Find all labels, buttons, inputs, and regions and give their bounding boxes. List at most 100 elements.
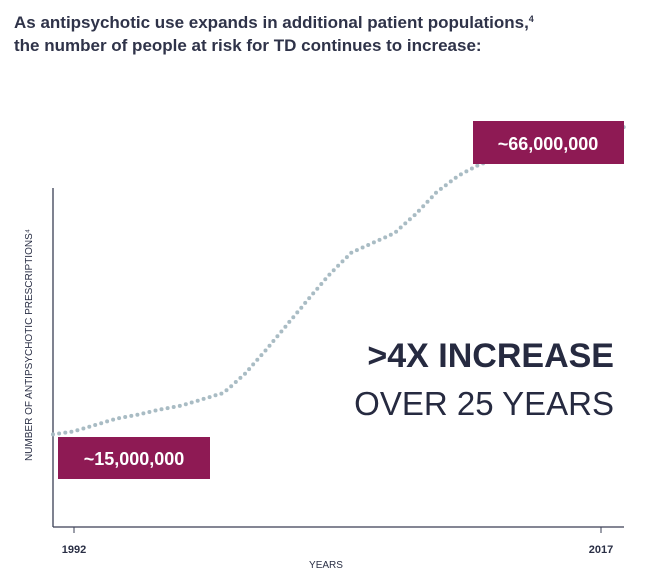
line-dot (291, 315, 296, 320)
line-dot (51, 432, 55, 437)
line-dot (135, 412, 140, 417)
y-axis-title: NUMBER OF ANTIPSYCHOTIC PRESCRIPTIONS⁴ (24, 229, 35, 461)
line-dot (416, 208, 421, 213)
line-dot (377, 237, 382, 242)
line-dot (360, 245, 365, 250)
line-dot (183, 402, 188, 407)
line-dot (412, 213, 417, 218)
line-dot (349, 250, 354, 255)
line-dot (340, 259, 345, 264)
callout-start: ~15,000,000 (58, 437, 210, 479)
callout-start-label: ~15,000,000 (84, 449, 185, 469)
x-axis-title: YEARS (309, 560, 343, 571)
callout-start-box (58, 437, 210, 479)
line-dot (453, 175, 458, 180)
line-dot (388, 232, 393, 237)
heading-footnote-marker: 4 (528, 14, 534, 24)
line-dot (251, 362, 256, 367)
line-dot (213, 393, 218, 398)
line-dot (303, 300, 308, 305)
line-dot (129, 413, 134, 418)
annotation-years: OVER 25 YEARS (354, 385, 614, 422)
line-dot (331, 268, 336, 273)
x-tick-label-1992: 1992 (62, 544, 86, 556)
chart-heading: As antipsychotic use expands in addition… (14, 8, 634, 57)
line-dot (327, 272, 332, 277)
line-dot (311, 291, 316, 296)
line-dot (75, 428, 80, 433)
callout-end: ~66,000,000 (473, 121, 624, 164)
line-dot (201, 396, 206, 401)
line-dot (57, 431, 62, 436)
line-dot (177, 403, 182, 408)
line-dot (421, 204, 426, 209)
line-dot (398, 225, 403, 230)
line-dot (189, 400, 194, 405)
line-dot (267, 343, 272, 348)
line-dot (443, 183, 448, 188)
line-dot (195, 398, 200, 403)
line-dot (336, 263, 341, 268)
line-dot (117, 416, 122, 421)
line-dot (403, 221, 408, 226)
line-dot (425, 199, 430, 204)
line-dot (153, 408, 158, 413)
line-dot (224, 388, 229, 393)
line-dot (448, 179, 453, 184)
line-dot (229, 384, 234, 389)
line-dot (366, 243, 371, 247)
line-dot (247, 367, 252, 372)
x-tick-label-2017: 2017 (589, 544, 613, 556)
line-dot (371, 240, 376, 245)
line-dot (207, 395, 212, 400)
line-dot (469, 166, 474, 171)
line-dot (63, 430, 68, 435)
line-dot (69, 429, 74, 434)
heading-line-1: As antipsychotic use expands in addition… (14, 13, 529, 32)
line-dot (147, 410, 152, 414)
callout-end-box (473, 121, 624, 164)
line-dot (475, 163, 480, 168)
line-dot (243, 371, 247, 376)
line-dot (279, 329, 284, 334)
line-dot (438, 186, 443, 191)
line-dot (323, 277, 328, 282)
callout-end-label: ~66,000,000 (498, 134, 599, 154)
line-dot (383, 235, 388, 240)
line-dot (219, 391, 224, 396)
line-dot (434, 190, 438, 195)
line-dot (99, 421, 104, 426)
line-dot (263, 348, 268, 353)
line-dot (407, 217, 412, 222)
line-dot (275, 334, 280, 339)
line-dot (464, 169, 469, 174)
annotation-increase: >4X INCREASE (367, 337, 614, 375)
heading-line-2: the number of people at risk for TD cont… (14, 36, 482, 55)
line-dot (111, 417, 116, 422)
line-dot (283, 324, 288, 329)
line-dot (238, 375, 243, 380)
line-dot (271, 339, 276, 343)
line-dot (105, 419, 110, 424)
line-dot (354, 248, 359, 253)
line-dot (394, 229, 399, 234)
line-dot (81, 426, 86, 431)
line-dot (429, 195, 434, 200)
line-dot (233, 380, 238, 384)
line-dot (295, 310, 300, 315)
line-dot (165, 406, 170, 411)
line-dot (458, 172, 463, 177)
line-dot (319, 282, 324, 286)
line-dot (315, 286, 320, 291)
line-dot (171, 405, 176, 409)
line-dot (87, 424, 92, 429)
line-dot (93, 423, 98, 427)
line-dot (255, 357, 260, 362)
line-dot (123, 415, 128, 419)
line-dot (159, 407, 164, 412)
line-dot (259, 353, 264, 358)
line-dot (299, 305, 304, 310)
line-dot (344, 255, 349, 260)
line-dot (141, 411, 146, 416)
